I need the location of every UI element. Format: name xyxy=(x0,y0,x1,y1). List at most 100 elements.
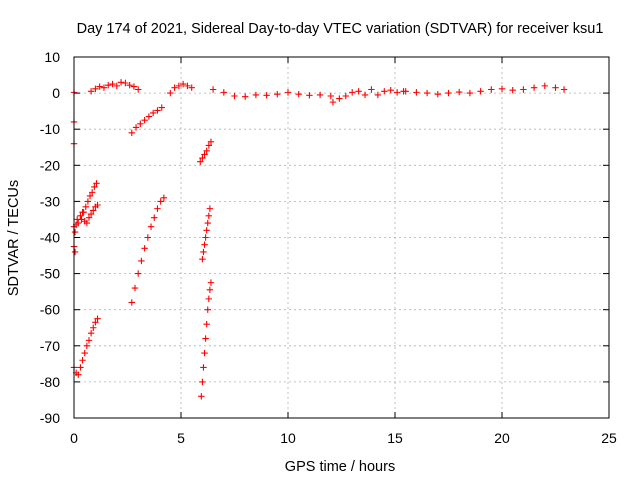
data-point xyxy=(203,147,210,155)
data-point xyxy=(242,93,249,100)
data-point xyxy=(135,86,142,93)
series-arc-j xyxy=(199,205,214,263)
data-point xyxy=(205,212,213,220)
data-point xyxy=(137,120,144,127)
data-point xyxy=(204,306,211,313)
data-point xyxy=(122,79,129,87)
data-point xyxy=(200,248,207,256)
data-point xyxy=(154,205,161,212)
data-point xyxy=(131,284,139,292)
data-point xyxy=(144,234,152,241)
data-point xyxy=(75,371,82,378)
y-tick-label: -40 xyxy=(40,230,60,246)
data-point xyxy=(374,91,382,99)
data-point xyxy=(361,91,369,99)
data-point xyxy=(160,194,168,201)
y-tick-label: 10 xyxy=(44,49,60,65)
data-point xyxy=(541,82,548,90)
data-point xyxy=(79,357,86,364)
series-arc-d xyxy=(70,315,101,378)
data-point xyxy=(231,92,238,100)
data-point xyxy=(105,81,112,89)
data-point xyxy=(466,89,474,97)
data-point xyxy=(100,84,108,91)
series-arc-f xyxy=(128,104,165,137)
data-point xyxy=(402,88,409,95)
data-point xyxy=(141,116,148,124)
data-point xyxy=(126,81,133,89)
data-point xyxy=(179,80,187,88)
data-point xyxy=(201,241,208,248)
data-point xyxy=(93,180,100,187)
data-point xyxy=(78,216,85,223)
data-point xyxy=(90,207,97,214)
data-point xyxy=(263,92,270,99)
data-point xyxy=(85,337,93,344)
series-arc-h xyxy=(167,80,195,97)
data-point xyxy=(316,91,324,99)
data-point xyxy=(128,129,135,137)
data-point xyxy=(206,205,214,212)
x-tick-label: 20 xyxy=(494,430,510,446)
data-point xyxy=(200,364,207,371)
data-point xyxy=(498,85,506,92)
data-point xyxy=(141,245,148,252)
series-arc-k xyxy=(198,279,215,400)
x-tick-labels: 0 5 10 15 20 25 xyxy=(70,430,617,446)
data-point xyxy=(91,183,98,191)
y-tick-label: 0 xyxy=(52,85,60,101)
y-tick-label: -50 xyxy=(40,266,60,282)
data-point xyxy=(560,86,568,93)
series-arc-b xyxy=(78,180,100,223)
data-point xyxy=(203,320,210,328)
data-point xyxy=(209,86,217,93)
data-point xyxy=(220,89,227,96)
data-point xyxy=(349,89,356,96)
data-point xyxy=(207,138,215,146)
data-point xyxy=(207,279,215,286)
y-axis-title: SDTVAR / TECUs xyxy=(6,180,22,296)
series-arc-l xyxy=(209,86,334,100)
data-point xyxy=(488,86,495,93)
data-point xyxy=(274,90,281,98)
data-points xyxy=(70,79,568,400)
data-point xyxy=(199,378,206,386)
data-point xyxy=(167,89,174,97)
data-point xyxy=(149,109,157,117)
data-point xyxy=(520,86,527,93)
data-point xyxy=(151,214,158,221)
data-point xyxy=(88,189,96,196)
data-point xyxy=(87,210,95,218)
data-point xyxy=(284,89,292,96)
data-point xyxy=(552,84,559,91)
x-axis-title: GPS time / hours xyxy=(285,459,395,475)
data-point xyxy=(205,295,213,303)
data-point xyxy=(368,86,375,93)
data-point xyxy=(202,335,209,342)
data-point xyxy=(94,201,101,209)
data-point xyxy=(202,234,209,241)
data-point xyxy=(83,219,91,227)
data-point xyxy=(342,92,349,100)
data-point xyxy=(456,88,463,96)
data-point xyxy=(205,142,213,149)
data-point xyxy=(327,92,334,100)
data-point xyxy=(132,124,140,131)
data-point xyxy=(201,349,208,357)
grid-lines xyxy=(74,57,609,418)
data-point xyxy=(90,324,97,331)
series-arc-i xyxy=(197,138,215,165)
data-point xyxy=(80,209,87,216)
y-tick-label: -80 xyxy=(40,374,60,390)
data-point xyxy=(393,89,401,96)
data-point xyxy=(117,79,125,86)
data-point xyxy=(109,80,116,88)
data-point xyxy=(147,223,155,230)
data-point xyxy=(94,315,101,322)
data-point xyxy=(158,104,165,111)
x-tick-label: 10 xyxy=(280,430,296,446)
data-point xyxy=(83,342,91,349)
data-point xyxy=(92,319,99,326)
data-point xyxy=(201,151,208,158)
data-point xyxy=(423,89,431,97)
